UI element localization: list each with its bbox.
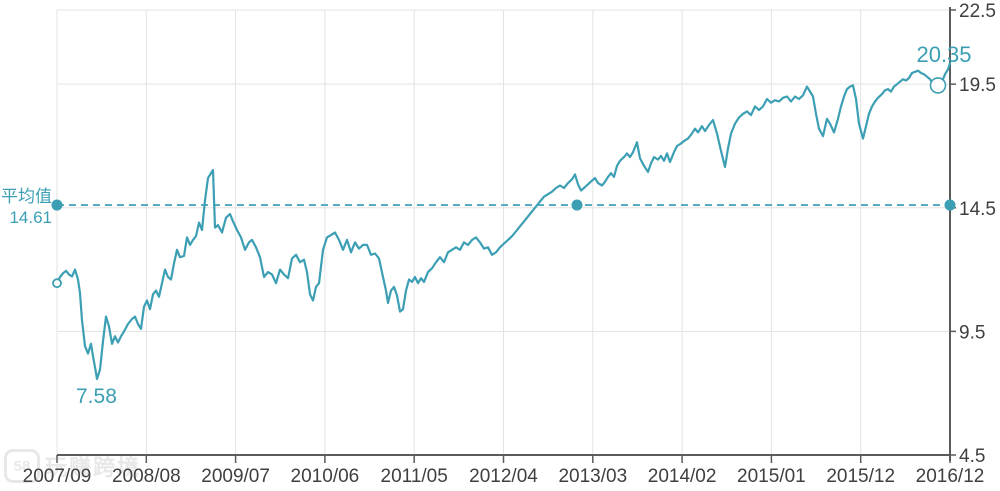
x-tick-label: 2007/09 <box>23 466 92 487</box>
y-tick-label: 22.5 <box>959 1 996 22</box>
y-tick-label: 9.5 <box>959 322 985 343</box>
x-tick-label: 2015/01 <box>737 466 806 487</box>
x-tick-label: 2014/02 <box>648 466 717 487</box>
average-line-dot <box>944 199 956 211</box>
y-tick-label: 4.5 <box>959 446 985 467</box>
latest-value-label: 20.35 <box>916 42 972 67</box>
end-point-marker <box>929 77 947 94</box>
x-tick-label: 2008/08 <box>112 466 181 487</box>
x-tick-label: 2016/12 <box>916 466 985 487</box>
average-line-dot <box>571 199 583 211</box>
y-tick-label: 14.5 <box>959 199 996 220</box>
x-tick-label: 2009/07 <box>201 466 270 487</box>
y-tick-label: 19.5 <box>959 75 996 96</box>
start-point-marker <box>52 278 62 289</box>
x-tick-label: 2013/03 <box>558 466 627 487</box>
x-tick-label: 2012/04 <box>469 466 538 487</box>
x-tick-label: 2015/12 <box>826 466 895 487</box>
min-value-label: 7.58 <box>76 385 117 408</box>
x-tick-label: 2011/05 <box>381 466 448 487</box>
average-value-text: 14.61 <box>9 208 52 227</box>
average-line-label: 平均值 14.61 <box>0 186 52 228</box>
average-label-text: 平均值 <box>1 187 52 206</box>
x-tick-label: 2010/06 <box>291 466 360 487</box>
average-line-dot <box>51 199 63 211</box>
series-line <box>55 62 952 380</box>
